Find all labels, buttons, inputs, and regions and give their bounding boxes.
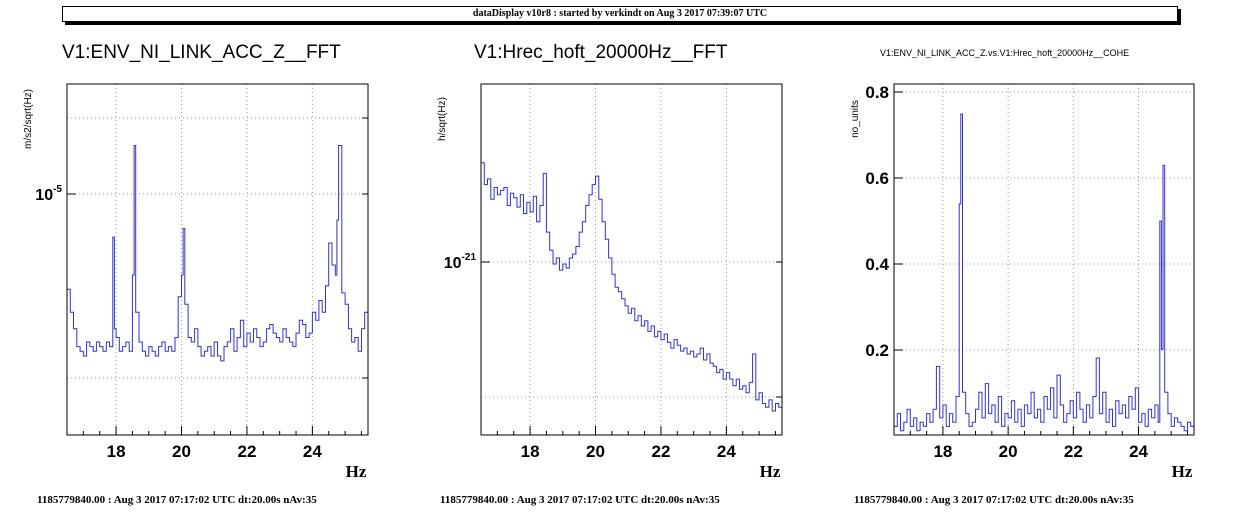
- y-tick-label: 10-21: [444, 252, 477, 272]
- x-tick-label: 22: [237, 442, 256, 461]
- x-axis-label: Hz: [1172, 462, 1193, 481]
- panel-3-footer: 1185779840.00 : Aug 3 2017 07:17:02 UTC …: [854, 494, 1134, 506]
- x-tick-label: 22: [1064, 442, 1083, 461]
- x-tick-label: 22: [651, 442, 670, 461]
- y-tick-label: 0.8: [865, 83, 889, 102]
- x-tick-label: 20: [999, 442, 1018, 461]
- y-tick-label: 0.4: [865, 255, 889, 274]
- x-tick-label: 24: [1129, 442, 1148, 461]
- y-axis-label: no_units: [850, 100, 861, 138]
- x-tick-label: 20: [586, 442, 605, 461]
- app-header-title: dataDisplay v10r8 : started by verkindt …: [62, 6, 1178, 22]
- panel-1-footer: 1185779840.00 : Aug 3 2017 07:17:02 UTC …: [37, 494, 317, 506]
- y-axis-label: h/sqrt(Hz): [437, 97, 448, 141]
- y-tick-label: 0.2: [865, 341, 889, 360]
- panel-3-title: V1:ENV_NI_LINK_ACC_Z.vs.V1:Hrec_hoft_200…: [880, 48, 1130, 58]
- x-axis-label: Hz: [346, 462, 367, 481]
- x-tick-label: 18: [107, 442, 126, 461]
- data-series-line: [67, 145, 368, 362]
- plot-frame: [480, 83, 783, 436]
- x-axis-label: Hz: [760, 462, 781, 481]
- y-axis-label: m/s2/sqrt(Hz): [23, 89, 34, 149]
- chart-2: 18 20 22 24 Hz h/sqrt(Hz) 10-21: [437, 83, 783, 481]
- chart-3: 18 20 22 24 Hz no_units 0.2 0.4 0.6 0.8: [850, 83, 1195, 481]
- data-series-line: [481, 162, 782, 412]
- y-tick-label: 10-5: [35, 184, 62, 204]
- panel-2-title: V1:Hrec_hoft_20000Hz__FFT: [474, 42, 728, 63]
- chart-1: 18 20 22 24 Hz m/s2/sqrt(Hz) 10-5: [23, 83, 369, 481]
- data-series-line: [894, 113, 1194, 432]
- panel-1-title: V1:ENV_NI_LINK_ACC_Z__FFT: [62, 42, 341, 63]
- panel-2-footer: 1185779840.00 : Aug 3 2017 07:17:02 UTC …: [440, 494, 720, 506]
- x-tick-label: 18: [933, 442, 952, 461]
- x-tick-label: 18: [521, 442, 540, 461]
- x-tick-label: 20: [172, 442, 191, 461]
- plot-frame: [66, 83, 369, 436]
- y-tick-label: 0.6: [865, 169, 889, 188]
- plot-frame: [893, 83, 1195, 436]
- x-tick-label: 24: [717, 442, 736, 461]
- x-tick-label: 24: [303, 442, 322, 461]
